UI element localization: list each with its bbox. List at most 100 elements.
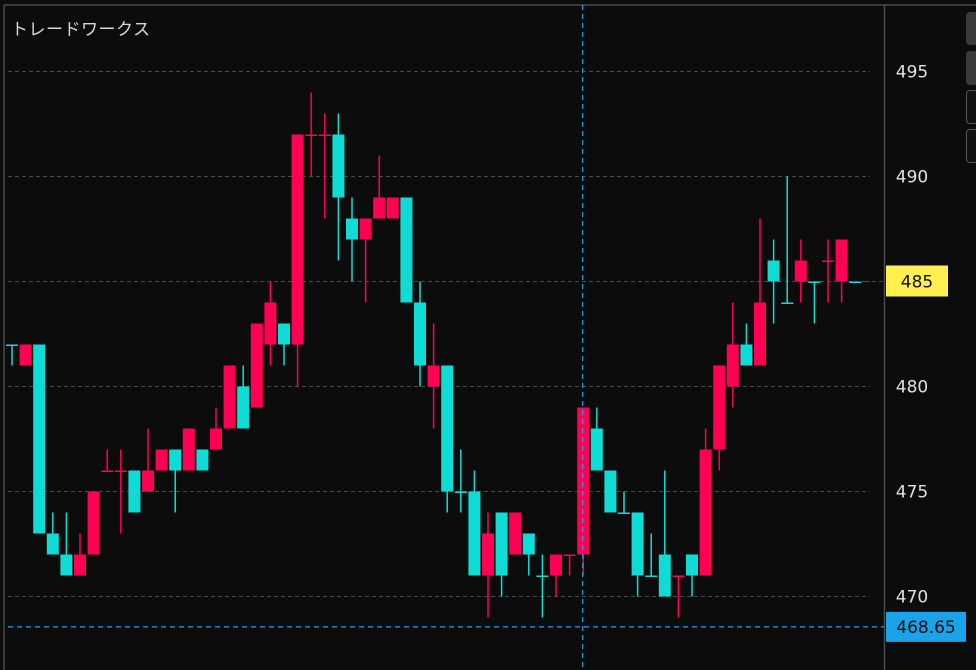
- y-tick-label: 495: [896, 63, 928, 83]
- candle: [250, 323, 263, 408]
- candle: [740, 323, 753, 366]
- candle: [46, 512, 59, 555]
- candle-body: [142, 470, 154, 492]
- candle: [427, 323, 440, 429]
- candle: [386, 197, 399, 219]
- candle-body: [305, 134, 318, 136]
- candle-body: [60, 554, 73, 576]
- candle: [618, 491, 630, 514]
- candles: [6, 92, 862, 618]
- candle: [305, 92, 318, 177]
- candle-body: [754, 302, 766, 366]
- candle-body: [454, 491, 467, 493]
- candle: [767, 239, 780, 324]
- crosshair: [8, 5, 884, 670]
- candle: [346, 197, 358, 282]
- y-tick-label: 475: [896, 483, 928, 503]
- candle: [454, 449, 467, 513]
- candle-body: [522, 533, 535, 555]
- reset-button[interactable]: [966, 51, 976, 85]
- candle: [835, 239, 848, 303]
- price-axis[interactable]: 495 490 480 475 470 485 468.65: [858, 63, 966, 642]
- candle: [495, 512, 508, 597]
- candle-body: [482, 533, 494, 576]
- candle: [6, 344, 18, 366]
- candle-body: [631, 512, 644, 576]
- candle: [754, 218, 766, 366]
- settings-button[interactable]: [966, 129, 976, 163]
- candle-body: [604, 470, 617, 513]
- candle: [536, 554, 549, 618]
- candle-body: [808, 281, 821, 283]
- candle: [196, 449, 209, 471]
- candle-body: [468, 491, 481, 576]
- candle-body: [563, 554, 576, 556]
- candle-body: [346, 218, 358, 240]
- candle: [441, 365, 454, 513]
- candle: [509, 512, 522, 555]
- candle-body: [128, 470, 141, 513]
- candle: [318, 113, 331, 219]
- candle-body: [658, 554, 671, 597]
- candle: [210, 407, 222, 450]
- candle: [849, 281, 862, 283]
- candle-body: [835, 239, 848, 282]
- candle: [169, 449, 182, 513]
- candle-body: [33, 344, 46, 534]
- candle: [604, 470, 617, 513]
- candle-body: [590, 428, 603, 471]
- candle-body: [182, 428, 195, 471]
- candle: [658, 470, 671, 597]
- candle: [468, 470, 481, 576]
- candle: [822, 239, 834, 303]
- candle-body: [291, 134, 304, 345]
- candle-body: [781, 302, 794, 304]
- candle-body: [264, 302, 277, 345]
- crosshair-price-badge: [886, 611, 966, 642]
- candle-body: [713, 365, 726, 450]
- candle-body: [427, 365, 440, 387]
- candle-body: [386, 197, 399, 219]
- back-button[interactable]: [966, 90, 976, 124]
- candle: [563, 554, 576, 576]
- candle: [264, 281, 277, 366]
- candle-body: [550, 554, 562, 576]
- candle: [781, 176, 794, 304]
- candle-body: [237, 386, 250, 429]
- candle: [686, 554, 698, 597]
- candle: [182, 428, 195, 471]
- candle: [60, 512, 73, 576]
- candle: [278, 323, 290, 366]
- candle-body: [169, 449, 182, 471]
- candle: [128, 470, 141, 513]
- candle-body: [400, 197, 413, 303]
- candle-body: [318, 134, 331, 136]
- candle-body: [495, 512, 508, 576]
- crosshair-price-label: 468.65: [896, 618, 955, 638]
- candle-body: [210, 428, 222, 450]
- candle: [808, 281, 821, 324]
- candle: [794, 239, 807, 303]
- candle-body: [74, 554, 86, 576]
- candle-body: [101, 470, 114, 472]
- candle-body: [114, 470, 127, 472]
- candle: [482, 512, 494, 618]
- candle: [414, 281, 426, 387]
- candle-body: [19, 344, 32, 366]
- candle: [237, 365, 250, 429]
- candle-body: [536, 575, 549, 577]
- candle-body: [414, 302, 426, 366]
- gridlines: [8, 71, 870, 597]
- candle: [142, 428, 154, 492]
- candle-body: [645, 575, 658, 577]
- y-tick-label: 480: [896, 378, 928, 398]
- candle: [645, 533, 658, 577]
- zoom-button[interactable]: [966, 12, 976, 45]
- last-price-label: 485: [901, 273, 933, 293]
- candle-body: [699, 449, 712, 576]
- candle: [101, 449, 114, 472]
- candle: [74, 533, 86, 576]
- candle-body: [373, 197, 386, 219]
- candle: [155, 449, 168, 471]
